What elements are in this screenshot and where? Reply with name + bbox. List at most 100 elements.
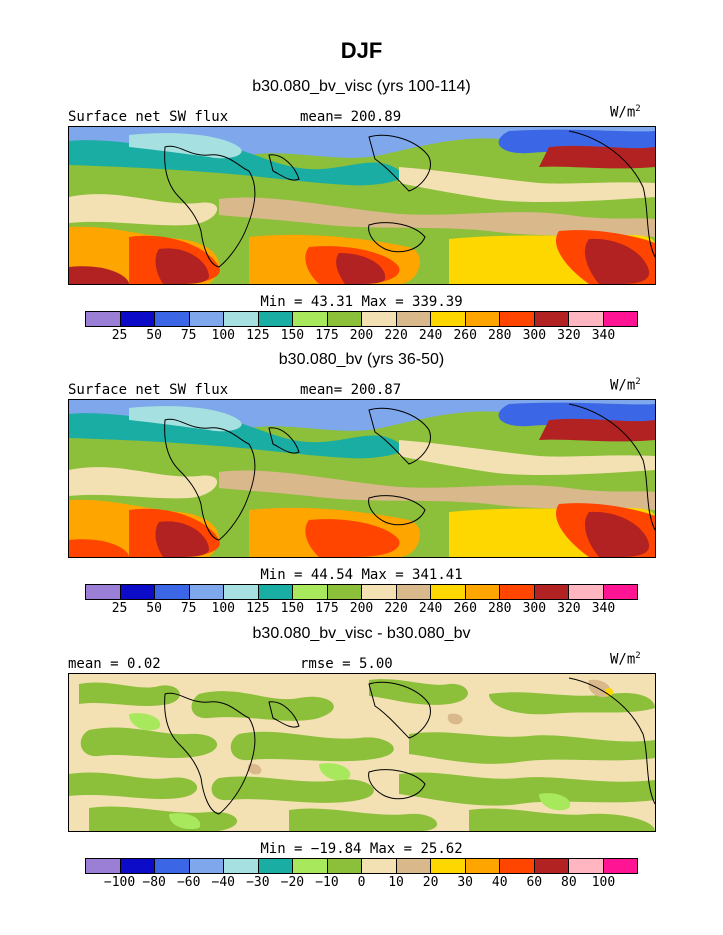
colorbar-swatch [86, 585, 121, 599]
colorbar-swatch [224, 585, 259, 599]
panel-3-title: b30.080_bv_visc - b30.080_bv [252, 625, 471, 642]
colorbar-tick-label: 280 [488, 328, 512, 343]
colorbar-tick-label: −10 [315, 875, 339, 890]
colorbar-swatch [396, 585, 431, 599]
colorbar-tick-label: −30 [246, 875, 270, 890]
panel-2-map [68, 399, 656, 558]
panel-1-colorbar [85, 311, 638, 327]
colorbar-tick-label: 175 [315, 328, 339, 343]
colorbar-tick-label: 40 [491, 875, 508, 890]
colorbar-swatch [224, 859, 259, 873]
colorbar-swatch [569, 312, 604, 326]
colorbar-swatch [155, 859, 190, 873]
colorbar-swatch [569, 859, 604, 873]
colorbar-swatch [396, 859, 431, 873]
colorbar-tick-label: 0 [357, 875, 366, 890]
colorbar-tick-label: 150 [280, 601, 305, 616]
colorbar-tick-label: −80 [142, 875, 166, 890]
colorbar-tick-label: 100 [211, 328, 235, 343]
panel-2-colorbar [85, 584, 638, 600]
colorbar-tick-label: 220 [384, 328, 408, 343]
colorbar-swatch [293, 312, 328, 326]
colorbar-tick-label: −40 [211, 875, 235, 890]
colorbar-swatch [86, 859, 121, 873]
panel-2-unit: W/m2 [610, 377, 641, 394]
colorbar-swatch [189, 585, 224, 599]
colorbar-swatch [293, 585, 328, 599]
colorbar-swatch [224, 312, 259, 326]
panel-3-colorbar [85, 858, 638, 874]
colorbar-swatch [327, 585, 362, 599]
panel-2-colorbar-labels: 25 50 75 100 125 150 175 200 220 240 260 280 300 320 3… [85, 601, 638, 619]
colorbar-swatch [189, 312, 224, 326]
colorbar-tick-label: 220 [384, 601, 408, 616]
colorbar-tick-label: 340 [591, 328, 616, 343]
colorbar-swatch [534, 312, 569, 326]
colorbar-swatch [327, 312, 362, 326]
colorbar-swatch [500, 859, 535, 873]
colorbar-swatch [155, 585, 190, 599]
colorbar-tick-label: 25 [111, 601, 128, 616]
panel-1-unit: W/m2 [610, 104, 641, 121]
panel-1-map [68, 126, 656, 285]
colorbar-swatch [465, 312, 500, 326]
colorbar-swatch [362, 585, 397, 599]
figure-title: DJF [340, 38, 383, 63]
colorbar-tick-label: 50 [146, 328, 162, 343]
colorbar-swatch [603, 859, 637, 873]
colorbar-tick-label: −60 [176, 875, 201, 890]
colorbar-swatch [500, 312, 535, 326]
colorbar-tick-label: −100 [103, 875, 136, 890]
colorbar-tick-label: 240 [418, 601, 443, 616]
colorbar-tick-label: 240 [418, 328, 443, 343]
panel-3-unit: W/m2 [610, 651, 641, 668]
panel-1-colorbar-labels: 25 50 75 100 125 150 175 200 220 240 260 280 300 320 3… [85, 328, 638, 346]
panel-1-title: b30.080_bv_visc (yrs 100-114) [252, 78, 471, 95]
colorbar-swatch [155, 312, 190, 326]
colorbar-tick-label: 200 [349, 601, 374, 616]
colorbar-tick-label: 60 [526, 875, 543, 890]
colorbar-tick-label: 25 [111, 328, 128, 343]
colorbar-tick-label: 280 [488, 601, 512, 616]
colorbar-swatch [120, 859, 155, 873]
colorbar-swatch [465, 859, 500, 873]
colorbar-swatch [396, 312, 431, 326]
panel-3-rmse-label: rmse = 5.00 [300, 656, 393, 672]
colorbar-swatch [431, 585, 466, 599]
panel-2-minmax: Min = 44.54 Max = 341.41 [260, 567, 463, 583]
colorbar-swatch [362, 312, 397, 326]
colorbar-swatch [258, 312, 293, 326]
panel-3-map [68, 673, 656, 832]
colorbar-tick-label: 300 [522, 601, 547, 616]
colorbar-swatch [258, 585, 293, 599]
colorbar-tick-label: 260 [453, 328, 477, 343]
colorbar-tick-label: 125 [246, 601, 270, 616]
colorbar-tick-label: 320 [557, 328, 581, 343]
colorbar-swatch [569, 585, 604, 599]
colorbar-tick-label: 100 [211, 601, 235, 616]
colorbar-tick-label: 20 [422, 875, 439, 890]
colorbar-swatch [120, 312, 155, 326]
colorbar-swatch [362, 859, 397, 873]
colorbar-swatch [120, 585, 155, 599]
colorbar-tick-label: 80 [561, 875, 577, 890]
colorbar-tick-label: −20 [280, 875, 305, 890]
panel-1-mean-label: mean= 200.89 [300, 109, 402, 125]
colorbar-swatch [431, 859, 466, 873]
colorbar-tick-label: 75 [180, 328, 197, 343]
colorbar-tick-label: 125 [246, 328, 270, 343]
colorbar-tick-label: 50 [146, 601, 162, 616]
colorbar-swatch [86, 312, 121, 326]
panel-2-mean-label: mean= 200.87 [300, 382, 402, 398]
colorbar-tick-label: 175 [315, 601, 339, 616]
colorbar-tick-label: 10 [388, 875, 404, 890]
panel-2-title: b30.080_bv (yrs 36-50) [278, 351, 445, 368]
panel-2-variable-label: Surface net SW flux [68, 382, 229, 398]
colorbar-swatch [258, 859, 293, 873]
colorbar-swatch [189, 859, 224, 873]
colorbar-tick-label: 260 [453, 601, 477, 616]
panel-1-variable-label: Surface net SW flux [68, 109, 229, 125]
colorbar-tick-label: 100 [591, 875, 616, 890]
colorbar-tick-label: 300 [522, 328, 547, 343]
colorbar-swatch [500, 585, 535, 599]
